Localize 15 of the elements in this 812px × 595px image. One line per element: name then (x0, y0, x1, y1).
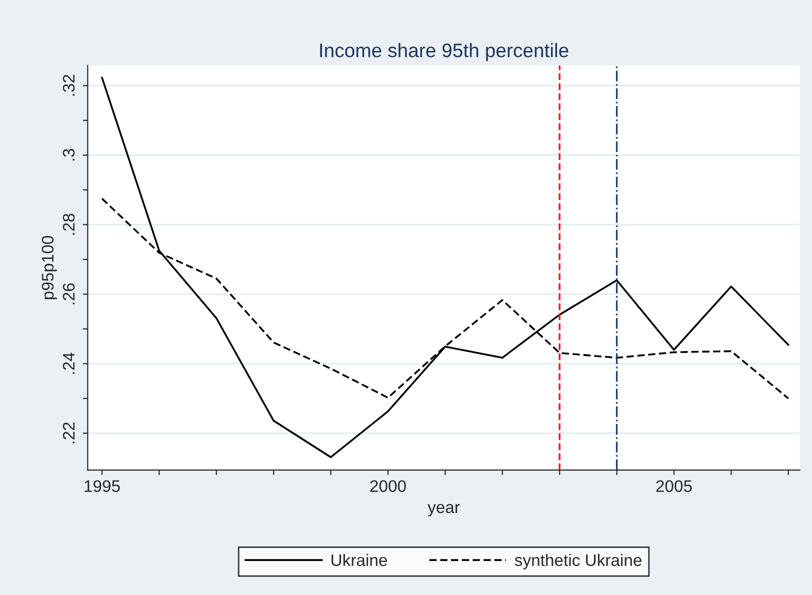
x-axis-title: year (428, 504, 460, 516)
y-tick-label: .32 (62, 74, 75, 96)
chart-title: Income share 95th percentile (320, 43, 568, 62)
legend-label: synthetic Ukraine (514, 554, 642, 570)
x-tick-label: 2000 (370, 480, 406, 492)
y-tick-label: .24 (62, 352, 75, 374)
y-tick-label: .3 (62, 148, 75, 161)
y-tick-label: .28 (62, 214, 75, 235)
y-tick-label: .22 (62, 422, 75, 444)
line-series (101, 76, 790, 458)
y-axis-title: p95p100 (42, 236, 57, 300)
legend-label: Ukraine (332, 554, 387, 566)
x-tick-label: 2005 (656, 480, 692, 492)
x-tick-label: 1995 (84, 480, 120, 492)
y-tick-label: .26 (62, 283, 75, 304)
